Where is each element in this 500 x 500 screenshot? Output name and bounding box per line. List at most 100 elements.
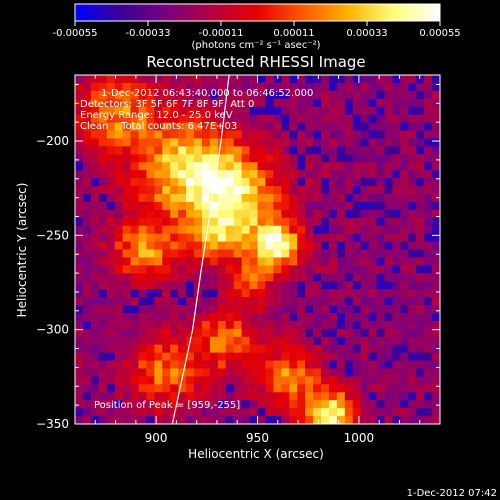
heatmap-cell <box>114 257 123 266</box>
heatmap-cell <box>217 90 227 100</box>
heatmap-cell <box>75 186 84 195</box>
heatmap-cell <box>400 146 409 155</box>
heatmap-cell <box>313 225 322 235</box>
heatmap-cell <box>360 352 369 361</box>
heatmap-cell <box>249 328 258 338</box>
heatmap-cell <box>265 209 274 219</box>
heatmap-cell <box>106 305 116 314</box>
heatmap-cell <box>217 400 227 409</box>
heatmap-cell <box>297 352 306 361</box>
heatmap-cell <box>400 209 409 219</box>
heatmap-cell <box>98 170 108 179</box>
heatmap-cell <box>217 178 227 187</box>
heatmap-cell <box>178 400 187 409</box>
heatmap-cell <box>90 408 100 417</box>
heatmap-cell <box>328 170 338 179</box>
heatmap-cell <box>392 106 401 116</box>
heatmap-cell <box>217 368 227 377</box>
heatmap-cell <box>90 297 100 306</box>
heatmap-cell <box>432 209 441 219</box>
heatmap-cell <box>360 130 369 139</box>
heatmap-cell <box>408 90 417 100</box>
heatmap-cell <box>249 186 258 195</box>
heatmap-cell <box>209 328 219 338</box>
heatmap-cell <box>106 201 116 211</box>
heatmap-cell <box>416 233 425 242</box>
heatmap-cell <box>400 344 409 354</box>
heatmap-cell <box>225 114 235 123</box>
heatmap-cell <box>209 384 219 393</box>
heatmap-cell <box>265 376 274 385</box>
heatmap-cell <box>130 122 139 131</box>
heatmap-cell <box>98 241 108 250</box>
heatmap-cell <box>408 146 417 155</box>
heatmap-cell <box>368 114 377 123</box>
heatmap-cell <box>368 162 377 171</box>
heatmap-cell <box>360 162 369 171</box>
heatmap-cell <box>360 75 369 84</box>
heatmap-cell <box>416 257 425 266</box>
heatmap-cell <box>209 130 219 139</box>
heatmap-cell <box>328 209 338 219</box>
heatmap-cell <box>114 170 123 179</box>
heatmap-cell <box>241 336 250 346</box>
heatmap-cell <box>130 90 139 100</box>
heatmap-cell <box>233 193 243 203</box>
heatmap-cell <box>297 392 306 401</box>
heatmap-cell <box>162 360 171 369</box>
heatmap-cell <box>360 416 369 425</box>
heatmap-cell <box>90 281 100 290</box>
heatmap-cell <box>424 320 433 330</box>
heatmap-cell <box>90 360 100 369</box>
heatmap-cell <box>122 138 131 147</box>
heatmap-cell <box>392 193 401 203</box>
heatmap-cell <box>289 257 298 266</box>
heatmap-cell <box>392 368 401 377</box>
heatmap-cell <box>122 265 131 274</box>
heatmap-cell <box>432 376 441 385</box>
heatmap-cell <box>328 162 338 171</box>
heatmap-cell <box>328 360 338 369</box>
heatmap-cell <box>384 146 393 155</box>
heatmap-cell <box>352 249 362 258</box>
heatmap-cell <box>90 376 100 385</box>
heatmap-cell <box>281 328 290 338</box>
heatmap-cell <box>249 130 258 139</box>
heatmap-cell <box>146 209 155 219</box>
heatmap-cell <box>400 289 409 298</box>
heatmap-cell <box>178 233 187 242</box>
heatmap-cell <box>75 352 84 361</box>
heatmap-cell <box>154 281 163 290</box>
heatmap-cell <box>336 209 346 219</box>
heatmap-cell <box>400 186 409 195</box>
heatmap-cell <box>289 209 298 219</box>
heatmap-cell <box>432 114 441 123</box>
heatmap-cell <box>75 241 84 250</box>
heatmap-cell <box>320 257 330 266</box>
heatmap-cell <box>178 114 187 123</box>
heatmap-cell <box>225 257 235 266</box>
heatmap-cell <box>424 122 433 131</box>
heatmap-cell <box>130 170 139 179</box>
heatmap-cell <box>320 305 330 314</box>
heatmap-cell <box>257 178 266 187</box>
heatmap-cell <box>146 273 155 282</box>
heatmap-cell <box>400 312 409 322</box>
heatmap-cell <box>122 257 131 266</box>
heatmap-cell <box>130 233 139 242</box>
heatmap-cell <box>392 408 401 417</box>
heatmap-cell <box>344 170 354 179</box>
heatmap-cell <box>90 170 100 179</box>
heatmap-cell <box>98 344 108 354</box>
heatmap-cell <box>130 130 139 139</box>
heatmap-cell <box>344 138 354 147</box>
heatmap-cell <box>249 352 258 361</box>
heatmap-cell <box>75 273 84 282</box>
heatmap-cell <box>130 193 139 203</box>
heatmap-cell <box>249 305 258 314</box>
heatmap-cell <box>194 320 203 330</box>
heatmap-cell <box>424 130 433 139</box>
heatmap-cell <box>233 209 243 219</box>
heatmap-cell <box>360 368 369 377</box>
heatmap-cell <box>201 376 211 385</box>
